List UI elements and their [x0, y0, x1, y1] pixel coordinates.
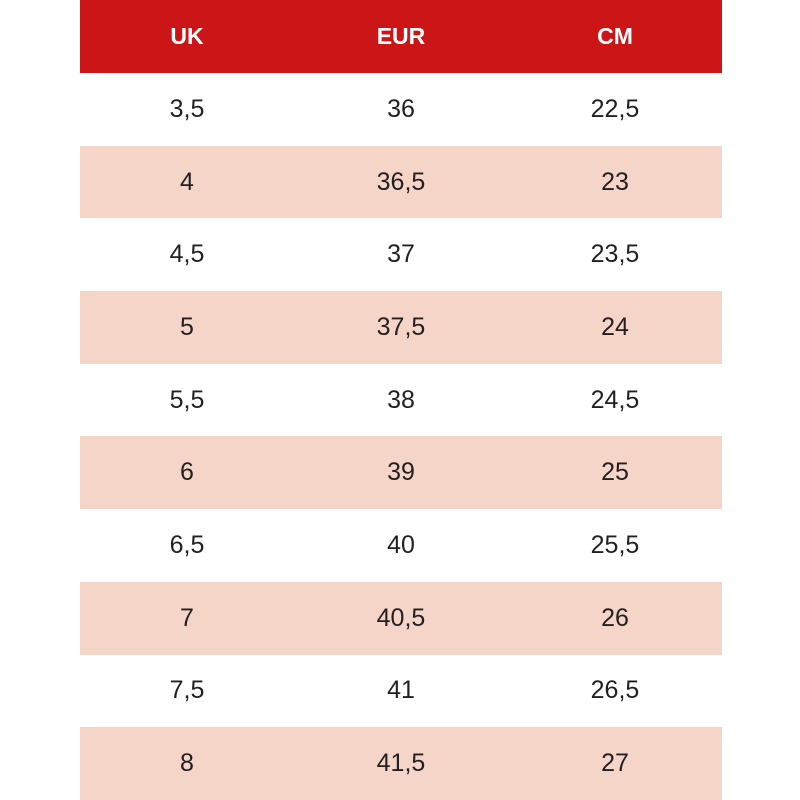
table-row: 8 41,5 27 [80, 727, 722, 800]
table-cell: 4,5 [169, 240, 205, 269]
table-row: 5,5 38 24,5 [80, 364, 722, 437]
table-cell: 25,5 [590, 530, 640, 559]
table-row: 7,5 41 26,5 [80, 655, 722, 728]
header-cell: EUR [376, 23, 426, 49]
table-row: 5 37,5 24 [80, 291, 722, 364]
table-cell: 8 [180, 749, 194, 778]
table-cell: 39 [387, 458, 415, 487]
table-cell: 7 [180, 603, 194, 632]
table-cell: 7,5 [169, 676, 205, 705]
table-row: 3,5 36 22,5 [80, 73, 722, 146]
table-cell: 26 [601, 603, 629, 632]
table-cell: 37 [387, 240, 415, 269]
table-cell: 36,5 [376, 167, 426, 196]
table-cell: 5 [180, 312, 194, 341]
table-row: 7 40,5 26 [80, 581, 722, 655]
table-cell: 23,5 [590, 240, 640, 269]
table-row: 4,5 37 23,5 [80, 218, 722, 291]
table-cell: 26,5 [590, 676, 640, 705]
table-row: 6,5 40 25,5 [80, 509, 722, 582]
header-cell: CM [597, 23, 633, 49]
table-cell: 27 [601, 749, 629, 778]
table-cell: 41 [387, 676, 415, 705]
table-cell: 24,5 [590, 385, 640, 414]
table-cell: 5,5 [169, 385, 205, 414]
table-cell: 23 [601, 167, 629, 196]
table-cell: 36 [387, 94, 415, 123]
header-row: UK EUR CM [80, 0, 722, 73]
table-row: 4 36,5 23 [80, 145, 722, 219]
table-cell: 22,5 [590, 94, 640, 123]
header-cell: UK [170, 23, 204, 49]
table-cell: 6,5 [169, 530, 205, 559]
table-cell: 4 [180, 167, 194, 196]
table-cell: 25 [601, 458, 629, 487]
table-cell: 24 [601, 312, 629, 341]
size-table: UK EUR CM 3,5 36 22,5 4 36,5 23 4,5 37 23,5 5 37,5 24 5… [80, 0, 722, 800]
table-cell: 6 [180, 458, 194, 487]
table-cell: 37,5 [376, 312, 426, 341]
table-cell: 40,5 [376, 603, 426, 632]
table-cell: 38 [387, 385, 415, 414]
table-cell: 40 [387, 530, 415, 559]
table-cell: 3,5 [169, 94, 205, 123]
table-row: 6 39 25 [80, 436, 722, 510]
table-cell: 41,5 [376, 749, 426, 778]
